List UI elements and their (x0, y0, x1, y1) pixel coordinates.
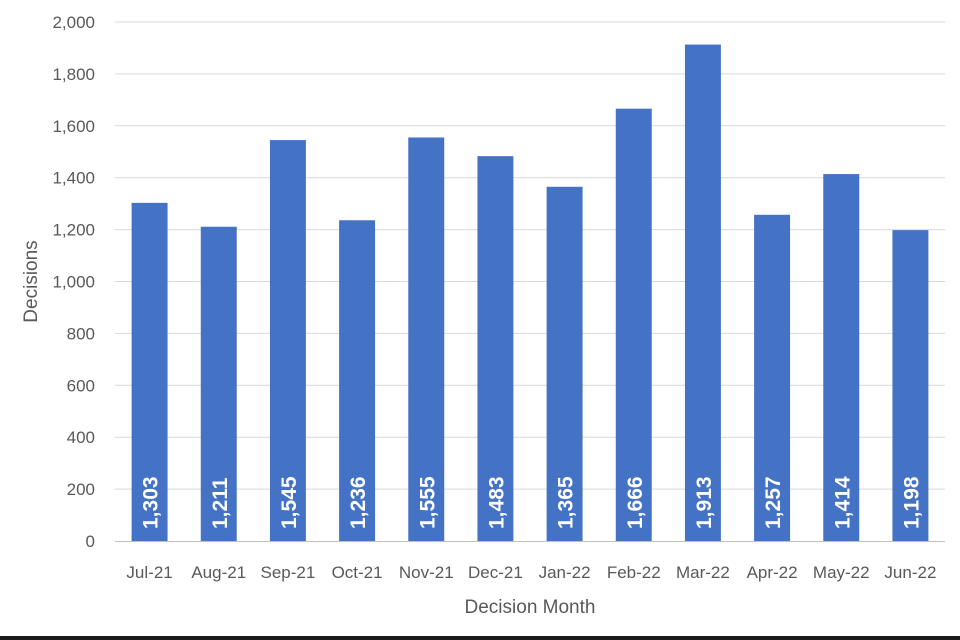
bar-data-label: 1,555 (416, 476, 439, 529)
bar-apr-22 (754, 214, 791, 541)
y-tick-label: 1,200 (52, 221, 95, 240)
x-tick-label: Mar-22 (676, 563, 730, 582)
y-tick-label: 1,400 (52, 169, 95, 188)
bar-data-label: 1,236 (347, 476, 370, 529)
x-tick-label: May-22 (813, 563, 870, 582)
bar-data-label: 1,483 (485, 476, 508, 529)
bar-data-label: 1,666 (624, 476, 647, 529)
bar-data-label: 1,414 (831, 476, 854, 529)
gridlines (115, 21, 945, 490)
bar-data-label: 1,545 (278, 476, 301, 529)
x-tick-label: Jul-21 (126, 563, 172, 582)
bar-data-label: 1,211 (209, 477, 232, 529)
y-tick-label: 400 (67, 428, 95, 447)
bar-data-label: 1,198 (900, 476, 923, 529)
bottom-border (0, 636, 960, 640)
bar-data-label: 1,257 (762, 476, 785, 529)
bar-may-22 (823, 174, 860, 541)
bar-data-label: 1,365 (555, 476, 578, 529)
x-tick-label: Sep-21 (261, 563, 316, 582)
x-tick-label: Aug-21 (191, 563, 246, 582)
y-tick-label: 1,600 (52, 117, 95, 136)
bar-jun-22 (892, 230, 929, 541)
bar-mar-22 (684, 44, 721, 541)
x-tick-label: Oct-21 (332, 563, 383, 582)
bar-jan-22 (546, 186, 583, 541)
x-axis-title: Decision Month (465, 597, 596, 618)
x-tick-label: Nov-21 (399, 563, 454, 582)
y-tick-label: 800 (67, 324, 95, 343)
y-tick-label: 2,000 (52, 13, 95, 32)
bar-nov-21 (408, 137, 445, 542)
bar-dec-21 (477, 156, 514, 541)
bar-feb-22 (615, 108, 652, 541)
x-tick-label: Jun-22 (884, 563, 936, 582)
bar-oct-21 (339, 220, 376, 541)
bar-data-label: 1,913 (693, 476, 716, 529)
y-tick-label: 200 (67, 480, 95, 499)
x-tick-label: Jan-22 (539, 563, 591, 582)
x-tick-label: Apr-22 (747, 563, 798, 582)
bar-sep-21 (269, 140, 306, 541)
y-tick-label: 1,000 (52, 273, 95, 292)
bar-data-label: 1,303 (140, 476, 163, 529)
bar-aug-21 (200, 226, 237, 542)
bars: 1,303 1,211 1,545 1,236 1,555 1,483 1,365 1,666… (131, 44, 929, 542)
y-axis-ticks: 0 200 400 600 800 1,000 1,200 1,400 1,600 1,800 2,… (52, 13, 95, 551)
y-tick-label: 600 (67, 376, 95, 395)
y-tick-label: 0 (86, 532, 95, 551)
y-tick-label: 1,800 (52, 65, 95, 84)
x-tick-label: Dec-21 (468, 563, 523, 582)
bar-jul-21 (131, 202, 168, 541)
x-axis-ticks: Jul-21 Aug-21 Sep-21 Oct-21 Nov-21 Dec-21 Jan-… (126, 563, 936, 582)
x-tick-label: Feb-22 (607, 563, 661, 582)
y-axis-title: Decisions (21, 240, 42, 322)
